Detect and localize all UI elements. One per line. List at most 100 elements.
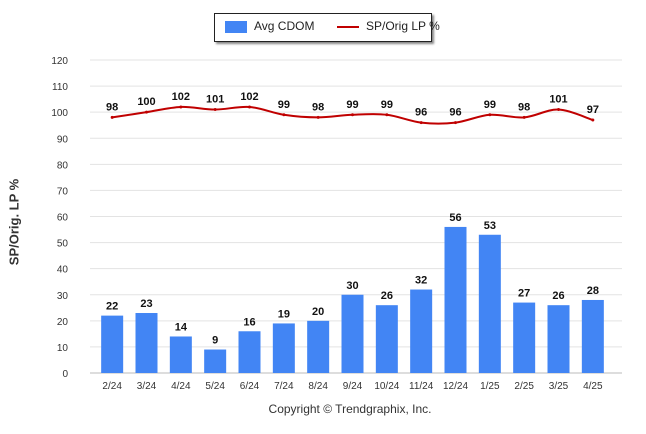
bar-value-label: 32 bbox=[415, 275, 427, 287]
x-tick-label: 3/25 bbox=[549, 381, 569, 392]
bar bbox=[478, 234, 501, 373]
y-tick-label: 90 bbox=[57, 134, 69, 145]
y-tick-label: 60 bbox=[57, 213, 69, 224]
bar bbox=[135, 313, 158, 373]
bar-value-label: 20 bbox=[312, 306, 324, 318]
bar bbox=[169, 336, 192, 373]
y-tick-label: 20 bbox=[57, 317, 69, 328]
y-tick-label: 0 bbox=[62, 369, 68, 380]
y-tick-label: 120 bbox=[51, 56, 68, 67]
y-tick-label: 30 bbox=[57, 291, 69, 302]
line-point bbox=[110, 115, 114, 119]
line-value-label: 99 bbox=[278, 99, 290, 111]
line-value-label: 96 bbox=[449, 107, 461, 119]
bar bbox=[513, 302, 536, 373]
bar-series bbox=[101, 226, 604, 373]
bar-value-label: 26 bbox=[552, 290, 564, 302]
x-tick-label: 6/24 bbox=[240, 381, 260, 392]
line-point bbox=[419, 121, 423, 125]
line-value-label: 97 bbox=[587, 104, 599, 116]
y-axis-title: SP/Orig. LP % bbox=[6, 178, 22, 266]
legend[interactable]: Avg CDOM SP/Orig LP % bbox=[214, 13, 440, 42]
line-value-label: 96 bbox=[415, 107, 427, 119]
bar-value-label: 30 bbox=[346, 280, 358, 292]
line-point bbox=[145, 110, 148, 114]
line-point bbox=[316, 115, 320, 119]
bar-value-label: 28 bbox=[587, 285, 599, 297]
line-point bbox=[179, 105, 183, 109]
bar-value-label: 56 bbox=[449, 212, 461, 224]
bar bbox=[341, 294, 364, 373]
line-value-label: 99 bbox=[381, 99, 393, 111]
x-tick-label: 4/24 bbox=[171, 381, 191, 392]
bar bbox=[581, 299, 604, 373]
line-value-label: 102 bbox=[240, 91, 258, 103]
grid-lines bbox=[90, 59, 622, 374]
y-tick-label: 70 bbox=[57, 186, 69, 197]
bar-value-label: 26 bbox=[381, 290, 393, 302]
copyright-text: Copyright © Trendgraphix, Inc. bbox=[268, 402, 432, 416]
line-series bbox=[110, 105, 595, 125]
line-value-label: 98 bbox=[106, 101, 118, 113]
line-point bbox=[522, 115, 526, 119]
bar bbox=[101, 315, 124, 373]
y-tick-label: 50 bbox=[57, 239, 69, 250]
line-value-label: 101 bbox=[206, 94, 224, 106]
bar-value-label: 16 bbox=[243, 316, 255, 328]
y-axis-ticks: 0 10 20 30 40 50 60 70 80 90 100 110 120 bbox=[51, 56, 68, 380]
bar bbox=[375, 305, 398, 373]
line-point bbox=[488, 113, 492, 117]
bar bbox=[204, 349, 227, 373]
bar bbox=[307, 320, 330, 373]
y-tick-label: 80 bbox=[57, 160, 69, 171]
y-tick-label: 110 bbox=[52, 82, 68, 93]
y-tick-label: 40 bbox=[57, 265, 69, 276]
line-data-labels: 98 100 102 101 102 99 98 99 99 96 96 99 98 101 97 bbox=[106, 91, 599, 119]
bar-value-label: 14 bbox=[175, 321, 188, 333]
x-tick-label: 9/24 bbox=[343, 381, 363, 392]
x-tick-label: 12/24 bbox=[443, 381, 468, 392]
line-value-label: 99 bbox=[484, 99, 496, 111]
line-point bbox=[282, 113, 286, 117]
x-tick-label: 2/25 bbox=[514, 381, 534, 392]
x-tick-label: 3/24 bbox=[137, 381, 157, 392]
line-point bbox=[351, 113, 354, 117]
line-value-label: 102 bbox=[172, 91, 190, 103]
y-tick-label: 100 bbox=[51, 108, 68, 119]
bar-value-label: 19 bbox=[278, 308, 290, 320]
bar-value-label: 9 bbox=[212, 335, 218, 347]
x-tick-label: 7/24 bbox=[274, 381, 294, 392]
x-tick-label: 11/24 bbox=[409, 381, 434, 392]
bar bbox=[238, 331, 261, 373]
x-axis-ticks: 2/24 3/24 4/24 5/24 6/24 7/24 8/24 9/24 10/24 11/… bbox=[102, 381, 603, 392]
x-tick-label: 10/24 bbox=[374, 381, 399, 392]
legend-bar-swatch bbox=[225, 21, 247, 33]
bar-value-label: 53 bbox=[484, 220, 496, 232]
bar-value-label: 22 bbox=[106, 301, 118, 313]
x-tick-label: 8/24 bbox=[308, 381, 328, 392]
line-point bbox=[385, 113, 389, 117]
line-value-label: 99 bbox=[346, 99, 358, 111]
bar-value-label: 23 bbox=[140, 298, 152, 310]
line-point bbox=[213, 108, 217, 112]
x-tick-label: 1/25 bbox=[480, 381, 500, 392]
bar-data-labels: 22 23 14 9 16 19 20 30 26 32 56 53 27 26 28 bbox=[106, 212, 599, 347]
legend-label-avg-cdom: Avg CDOM bbox=[254, 19, 315, 33]
x-tick-label: 4/25 bbox=[583, 381, 603, 392]
bar bbox=[547, 305, 570, 373]
bar bbox=[272, 323, 295, 373]
bar bbox=[444, 226, 467, 373]
line-point bbox=[557, 108, 560, 112]
line-point bbox=[454, 121, 457, 125]
x-tick-label: 2/24 bbox=[102, 381, 122, 392]
line-point bbox=[248, 105, 251, 109]
bar bbox=[410, 289, 433, 373]
line-point bbox=[591, 118, 595, 122]
bar-value-label: 27 bbox=[518, 288, 530, 300]
line-value-label: 101 bbox=[549, 94, 567, 106]
legend-line-swatch bbox=[337, 26, 359, 28]
line-value-label: 100 bbox=[137, 96, 155, 108]
line-value-label: 98 bbox=[312, 101, 324, 113]
line-value-label: 98 bbox=[518, 101, 530, 113]
